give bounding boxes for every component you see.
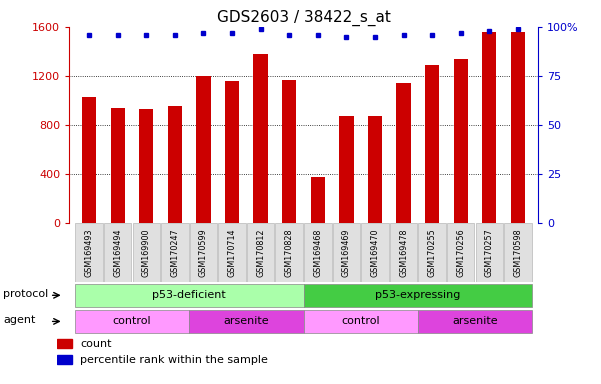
- Bar: [57, 356, 72, 364]
- Bar: [75, 223, 103, 282]
- Text: GSM169469: GSM169469: [342, 228, 351, 277]
- Bar: [57, 339, 72, 348]
- Text: control: control: [341, 316, 380, 326]
- Bar: [361, 223, 389, 282]
- Bar: [418, 223, 446, 282]
- Text: GSM170598: GSM170598: [513, 228, 522, 277]
- Bar: [190, 223, 217, 282]
- Text: GSM170599: GSM170599: [199, 228, 208, 277]
- Bar: [390, 223, 417, 282]
- Bar: [111, 108, 125, 223]
- Text: arsenite: arsenite: [452, 316, 498, 326]
- Bar: [425, 65, 439, 223]
- Bar: [225, 81, 239, 223]
- Bar: [339, 116, 353, 223]
- Bar: [254, 54, 268, 223]
- Bar: [189, 310, 304, 333]
- Bar: [368, 116, 382, 223]
- Text: GSM170247: GSM170247: [170, 228, 179, 277]
- Bar: [139, 109, 153, 223]
- Bar: [447, 223, 474, 282]
- Bar: [304, 223, 332, 282]
- Text: arsenite: arsenite: [224, 316, 269, 326]
- Text: GSM170812: GSM170812: [256, 228, 265, 277]
- Bar: [247, 223, 274, 282]
- Bar: [304, 283, 532, 307]
- Text: count: count: [81, 339, 112, 349]
- Text: control: control: [113, 316, 151, 326]
- Text: GSM170714: GSM170714: [228, 228, 237, 277]
- Text: p53-deficient: p53-deficient: [152, 290, 226, 300]
- Text: GSM169478: GSM169478: [399, 228, 408, 277]
- Text: GSM170256: GSM170256: [456, 228, 465, 277]
- Bar: [397, 83, 410, 223]
- Text: GSM170828: GSM170828: [285, 228, 294, 277]
- Bar: [304, 310, 418, 333]
- Bar: [161, 223, 189, 282]
- Bar: [475, 223, 503, 282]
- Bar: [104, 223, 132, 282]
- Bar: [454, 59, 468, 223]
- Bar: [197, 76, 210, 223]
- Text: p53-expressing: p53-expressing: [375, 290, 460, 300]
- Bar: [275, 223, 303, 282]
- Text: GSM170257: GSM170257: [485, 228, 494, 277]
- Bar: [282, 79, 296, 223]
- Text: GSM169470: GSM169470: [370, 228, 379, 277]
- Bar: [504, 223, 532, 282]
- Bar: [75, 310, 189, 333]
- Text: percentile rank within the sample: percentile rank within the sample: [81, 355, 268, 365]
- Text: GSM170255: GSM170255: [428, 228, 437, 277]
- Text: GSM169900: GSM169900: [142, 228, 151, 277]
- Bar: [82, 97, 96, 223]
- Text: protocol: protocol: [4, 289, 49, 299]
- Bar: [311, 177, 325, 223]
- Text: GSM169493: GSM169493: [85, 228, 94, 277]
- Text: GSM169468: GSM169468: [313, 228, 322, 276]
- Bar: [218, 223, 246, 282]
- Title: GDS2603 / 38422_s_at: GDS2603 / 38422_s_at: [216, 9, 391, 25]
- Text: GSM169494: GSM169494: [113, 228, 122, 277]
- Bar: [482, 32, 496, 223]
- Bar: [333, 223, 360, 282]
- Text: agent: agent: [4, 315, 36, 325]
- Bar: [418, 310, 532, 333]
- Bar: [75, 283, 304, 307]
- Bar: [133, 223, 160, 282]
- Bar: [168, 106, 182, 223]
- Bar: [511, 32, 525, 223]
